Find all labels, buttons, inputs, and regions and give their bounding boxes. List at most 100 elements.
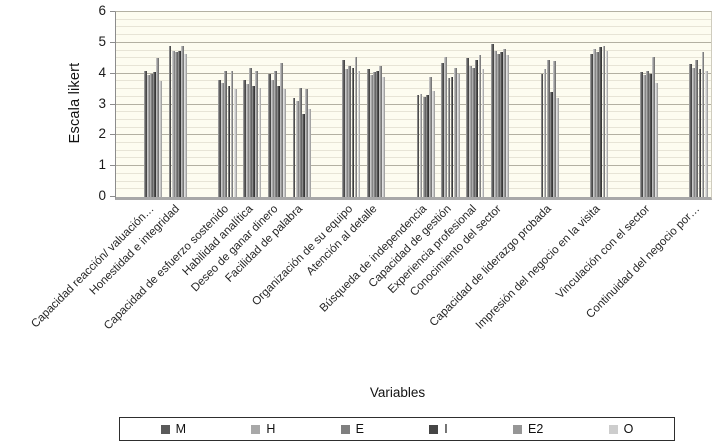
legend-swatch-icon [429, 424, 439, 434]
bar-e2 [230, 70, 234, 198]
y-tick-mark [110, 196, 115, 197]
bar-h [494, 50, 497, 198]
gridline-minor [116, 49, 711, 51]
bar-group [143, 12, 163, 198]
bar-group [689, 12, 708, 198]
bar-group [292, 12, 312, 198]
bar-o [308, 109, 311, 197]
bar-group [639, 12, 659, 198]
x-axis-title: Variables [369, 385, 426, 400]
bar-h [246, 84, 249, 197]
y-tick-mark [110, 41, 115, 43]
bar-i [252, 86, 256, 197]
bar-e2 [156, 58, 160, 197]
bar-i [153, 72, 156, 197]
bar-e [596, 52, 600, 197]
y-tick-label: 3 [98, 95, 106, 111]
bar-m [342, 59, 346, 198]
bar-group [540, 12, 560, 198]
bar-m [639, 72, 643, 197]
bar-o [159, 81, 163, 197]
bar-h [345, 69, 349, 197]
legend-item-m: M [160, 422, 186, 436]
bar-o [184, 53, 187, 198]
y-tick-label: 5 [98, 33, 106, 49]
legend-item-e: E [340, 422, 364, 436]
gridline-minor [116, 188, 711, 190]
bar-group [590, 12, 609, 198]
bar-e2 [652, 56, 655, 198]
bar-group [367, 12, 386, 198]
gridline-minor [116, 118, 711, 120]
bar-i [450, 76, 454, 198]
bar-e [447, 78, 451, 197]
gridline-minor [116, 180, 711, 182]
gridline-major [116, 41, 711, 43]
bar-h [171, 50, 175, 198]
legend-label: E [355, 422, 364, 436]
bar-i [227, 86, 231, 197]
bar-o [556, 98, 559, 197]
gridline-major [116, 134, 711, 136]
y-tick-label: 4 [98, 64, 106, 80]
bar-i [698, 69, 702, 197]
bar-e2 [181, 45, 184, 198]
bar-i [351, 67, 355, 197]
bar-m [367, 69, 370, 197]
bar-e2 [503, 49, 507, 197]
y-tick-label: 2 [98, 126, 106, 142]
bar-h [692, 67, 696, 197]
bar-e [274, 70, 277, 198]
x-category-label: Capacidad reacción/ valuación… [29, 203, 157, 331]
bar-m [466, 58, 469, 197]
bar-e [298, 87, 302, 198]
gridline-minor [116, 157, 711, 159]
x-category-label: Vinculación con el sector [554, 203, 653, 302]
y-tick-mark [110, 72, 115, 74]
bar-o [382, 76, 386, 198]
legend-swatch-icon [608, 424, 618, 434]
bar-i [549, 92, 553, 197]
bar-e [150, 73, 153, 198]
bar-m [218, 79, 222, 198]
legend: M H E I E2 O [119, 417, 675, 441]
bar-e2 [379, 65, 383, 198]
legend-label: H [266, 422, 276, 436]
bar-e [348, 65, 352, 198]
bar-i [500, 52, 504, 197]
gridline-minor [116, 80, 711, 82]
bar-h [146, 75, 150, 197]
bar-e [224, 70, 228, 198]
bar-o [432, 90, 435, 198]
bar-o [481, 69, 485, 197]
legend-item-i: I [429, 422, 448, 436]
bar-i [177, 50, 181, 198]
bar-h [370, 75, 373, 197]
y-tick-label: 0 [98, 188, 106, 203]
bar-e [422, 96, 426, 198]
bar-h [419, 93, 423, 198]
bar-m [143, 70, 147, 198]
bar-e2 [478, 55, 482, 197]
bar-group [267, 12, 287, 198]
bar-i [599, 47, 603, 197]
bar-o [506, 55, 510, 197]
bar-o [283, 89, 287, 197]
bar-e2 [305, 89, 308, 197]
bar-i [649, 73, 652, 198]
bar-h [295, 101, 299, 197]
bar-group [243, 12, 262, 198]
bar-o [605, 50, 609, 198]
gridline-major [116, 72, 711, 74]
bar-i [301, 113, 305, 198]
bar-m [689, 64, 693, 197]
gridline-minor [116, 57, 711, 59]
gridline-major [116, 165, 711, 167]
gridline-minor [116, 149, 711, 151]
bar-e2 [701, 52, 705, 197]
bar-e [472, 67, 476, 197]
legend-item-h: H [251, 422, 275, 436]
bar-group [342, 12, 361, 198]
bar-e [249, 67, 253, 197]
bar-e2 [428, 76, 432, 198]
